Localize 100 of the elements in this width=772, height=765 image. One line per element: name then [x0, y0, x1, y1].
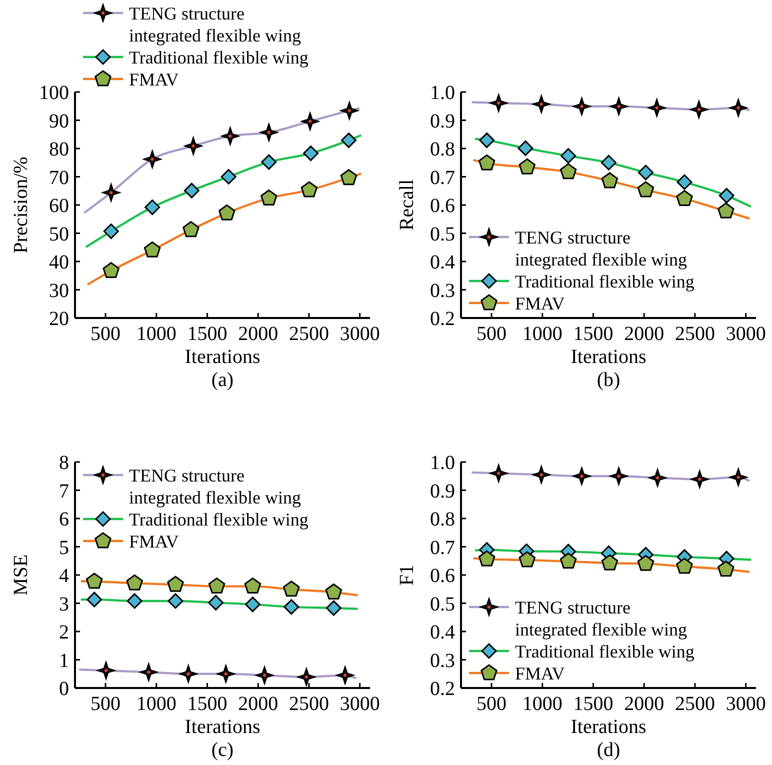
legend-label: TENG structure integrated flexible wing	[129, 3, 301, 46]
x-tick-label: 2000	[624, 323, 664, 345]
point	[284, 599, 300, 615]
point	[184, 182, 200, 198]
point	[244, 578, 262, 594]
legend-label: FMAV	[129, 69, 179, 90]
y-tick-label: 90	[49, 110, 69, 132]
x-tick-label: 3000	[340, 323, 380, 345]
point	[86, 572, 103, 589]
y-tick-label: 0.3	[430, 280, 455, 302]
legend-label: TENG structure integrated flexible wing	[515, 597, 687, 640]
y-tick-label: 0.2	[430, 308, 455, 330]
point	[676, 190, 693, 206]
point	[326, 600, 342, 616]
y-tick-label: 7	[59, 480, 69, 502]
point	[218, 204, 236, 220]
y-tick-label: 0.9	[430, 480, 455, 502]
point	[638, 164, 654, 180]
x-tick-label: 2000	[238, 693, 278, 715]
point	[126, 593, 142, 609]
y-tick-label: 20	[49, 308, 69, 330]
legend-label: TENG structure integrated flexible wing	[515, 227, 687, 270]
x-tick-label: 1500	[573, 693, 614, 715]
point	[220, 169, 236, 184]
text: (a)	[211, 369, 234, 391]
text: (d)	[596, 739, 620, 761]
legend-label: FMAV	[515, 663, 565, 684]
y-tick-label: 1.0	[430, 452, 455, 474]
y-tick-label: 0.4	[430, 622, 455, 644]
x-tick-label: 2000	[238, 323, 278, 345]
point	[718, 188, 734, 204]
point	[560, 163, 577, 180]
y-tick-label: 6	[59, 508, 69, 530]
text: (b)	[596, 369, 620, 391]
y-tick-label: 0.6	[430, 565, 455, 587]
y-tick-label: 50	[49, 223, 69, 246]
point	[283, 580, 300, 597]
legend-label: TENG structure integrated flexible wing	[129, 465, 301, 508]
text: (c)	[211, 739, 234, 761]
x-tick-label: 1000	[522, 323, 562, 345]
x-tick-label: 1000	[522, 693, 562, 715]
point	[676, 558, 693, 574]
y-tick-label: 8	[59, 452, 69, 474]
y-axis-title: Precision/%	[10, 156, 32, 254]
y-tick-label: 0.2	[430, 678, 455, 700]
point	[208, 594, 224, 610]
point	[168, 593, 184, 609]
y-tick-label: 0.5	[430, 223, 455, 246]
x-tick-label: 2500	[288, 693, 329, 715]
y-tick-label: 0.4	[430, 252, 455, 274]
y-tick-label: 40	[49, 252, 69, 274]
x-tick-label: 1000	[136, 693, 176, 715]
x-tick-label: 3000	[726, 693, 766, 715]
y-axis-title: F1	[396, 564, 418, 586]
y-tick-label: 0.7	[430, 536, 455, 559]
point	[478, 154, 496, 170]
x-tick-label: 2500	[674, 323, 715, 345]
point	[103, 224, 119, 240]
point	[167, 576, 184, 592]
x-tick-label: 3000	[340, 693, 380, 715]
point	[637, 181, 654, 198]
x-axis-title: Iterations	[184, 716, 260, 738]
y-tick-label: 0	[59, 678, 69, 700]
x-tick-label: 3000	[726, 323, 766, 345]
point	[244, 596, 260, 612]
legend-label: Traditional flexible wing	[515, 271, 694, 292]
point	[560, 148, 576, 164]
point	[102, 262, 120, 278]
x-tick-label: 500	[90, 323, 121, 345]
point	[601, 554, 618, 570]
point	[340, 132, 356, 148]
x-tick-label: 1500	[573, 323, 614, 345]
point	[300, 181, 318, 198]
point	[637, 554, 654, 571]
x-tick-label: 2000	[624, 693, 664, 715]
y-tick-label: 4	[59, 565, 69, 587]
y-tick-label: 100	[39, 82, 69, 104]
y-axis-title: Recall	[396, 179, 418, 231]
y-tick-label: 1.0	[430, 82, 455, 104]
y-axis-title: MSE	[10, 554, 32, 596]
y-tick-label: 0.8	[430, 508, 455, 530]
y-tick-label: 0.6	[430, 195, 455, 217]
point	[518, 140, 534, 156]
point	[518, 158, 536, 174]
y-tick-label: 60	[49, 195, 69, 217]
y-tick-label: 30	[49, 280, 69, 302]
point	[718, 560, 734, 577]
x-tick-label: 2500	[674, 693, 715, 715]
point	[601, 172, 618, 188]
y-tick-label: 0.8	[430, 138, 455, 160]
y-tick-label: 0.3	[430, 650, 455, 672]
x-tick-label: 1500	[187, 693, 228, 715]
x-tick-label: 500	[476, 323, 507, 345]
point	[718, 202, 734, 218]
x-tick-label: 1500	[187, 323, 228, 345]
y-tick-label: 0.5	[430, 593, 455, 616]
point	[676, 174, 692, 190]
legend-label: FMAV	[129, 531, 179, 552]
legend-label: Traditional flexible wing	[129, 509, 308, 530]
legend-label: Traditional flexible wing	[129, 47, 308, 68]
